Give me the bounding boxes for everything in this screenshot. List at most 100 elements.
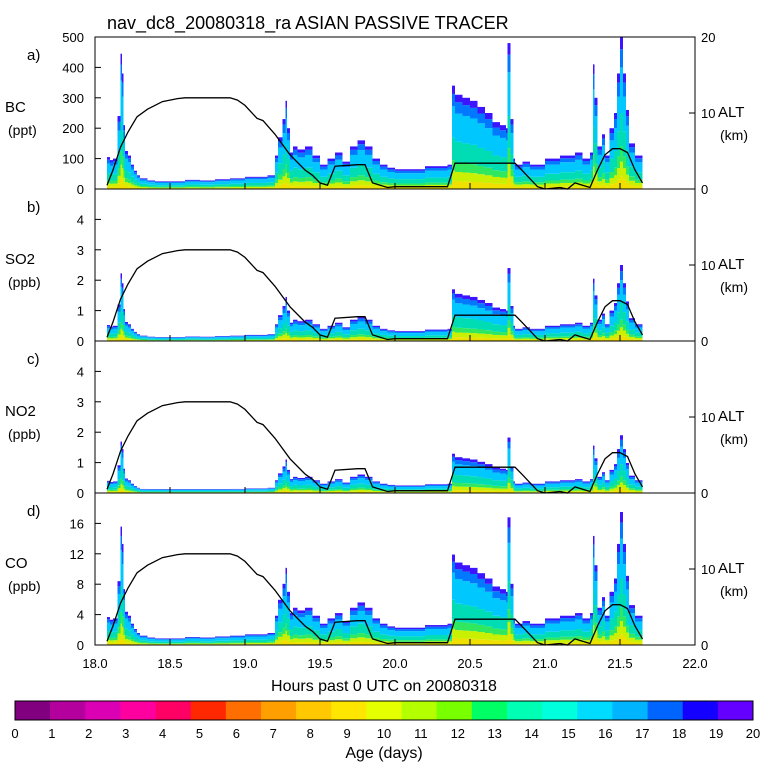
tracer-bar-segment	[287, 481, 290, 487]
tracer-bar-segment	[515, 182, 523, 185]
tracer-bar-segment	[185, 641, 200, 643]
tracer-bar-segment	[267, 187, 275, 189]
tracer-bar-segment	[560, 480, 575, 482]
colorbar-swatch	[190, 701, 227, 720]
tracer-bar-segment	[605, 327, 610, 333]
alt-axis-label: ALT	[718, 560, 744, 577]
tracer-bar-segment	[312, 182, 320, 187]
tracer-bar-segment	[470, 181, 478, 189]
tracer-bar-segment	[560, 162, 575, 173]
tracer-bar-segment	[290, 178, 293, 183]
tracer-bar-segment	[117, 183, 121, 189]
tracer-bar-segment	[320, 641, 328, 644]
tracer-bar-segment	[440, 629, 448, 636]
tracer-bar-segment	[477, 303, 485, 309]
tracer-bar-segment	[522, 163, 530, 168]
tracer-bar-segment	[282, 133, 286, 155]
tracer-bar-segment	[492, 628, 500, 635]
tracer-bar-segment	[455, 141, 463, 163]
tracer-bar-segment	[293, 185, 298, 189]
tracer-bar-segment	[293, 337, 298, 340]
tracer-bar-segment	[120, 64, 122, 81]
tracer-bar-segment	[614, 583, 617, 592]
tracer-bar-segment	[425, 166, 440, 169]
tracer-bar-segment	[123, 335, 125, 339]
tracer-bar-segment	[372, 483, 380, 488]
tracer-bar-segment	[635, 486, 643, 490]
tracer-bar-segment	[507, 320, 511, 328]
tracer-bar-segment	[297, 149, 305, 153]
tracer-bar-segment	[629, 318, 635, 321]
tracer-bar-segment	[582, 325, 590, 328]
tracer-bar-segment	[128, 491, 131, 493]
tracer-bar-segment	[560, 615, 575, 619]
tracer-bar-segment	[629, 176, 635, 181]
tracer-bar-segment	[122, 489, 124, 493]
alt-tick-label: 0	[701, 182, 708, 197]
tracer-bar-segment	[395, 640, 410, 642]
tracer-bar-segment	[357, 318, 365, 322]
tracer-bar-segment	[285, 466, 287, 477]
tracer-bar-segment	[410, 631, 425, 637]
tracer-bar-segment	[350, 146, 358, 150]
tracer-bar-segment	[575, 489, 583, 491]
tracer-bar-segment	[335, 481, 343, 487]
tracer-bar-segment	[470, 333, 478, 338]
tracer-bar-segment	[623, 312, 626, 325]
tracer-bar-segment	[617, 294, 620, 313]
tracer-bar-segment	[626, 116, 629, 126]
tracer-bar-segment	[575, 331, 583, 336]
tracer-bar-segment	[605, 618, 610, 622]
tracer-bar-segment	[137, 492, 140, 493]
tracer-bar-segment	[506, 596, 508, 603]
tracer-bar-segment	[260, 639, 268, 643]
tracer-bar-segment	[267, 490, 275, 492]
panel-unit: (ppb)	[8, 274, 41, 290]
alt-tick-label: 10	[701, 106, 715, 121]
tracer-bar-segment	[278, 483, 283, 488]
tracer-bar-segment	[614, 151, 617, 168]
tracer-bar-segment	[590, 324, 593, 327]
tracer-bar-segment	[530, 164, 545, 167]
tracer-bar-segment	[560, 337, 575, 340]
tracer-bar-segment	[137, 334, 140, 336]
tracer-bar-segment	[609, 635, 614, 641]
tracer-bar-segment	[597, 323, 602, 331]
tracer-bar-segment	[590, 491, 593, 493]
tracer-bar-segment	[485, 113, 493, 120]
y-tick-label: 4	[77, 608, 84, 623]
tracer-bar-segment	[425, 177, 440, 183]
tracer-bar-segment	[593, 89, 595, 127]
tracer-bar-segment	[185, 491, 200, 492]
tracer-bar-segment	[605, 491, 610, 493]
tracer-bar-segment	[617, 96, 620, 132]
tracer-bar-segment	[125, 339, 128, 341]
tracer-bar-segment	[575, 636, 583, 640]
colorbar-tick-label: 16	[598, 726, 612, 741]
tracer-bar-segment	[372, 328, 380, 334]
tracer-bar-segment	[120, 585, 122, 612]
tracer-bar-segment	[510, 183, 514, 189]
tracer-bar-segment	[590, 186, 593, 189]
tracer-bar-segment	[560, 618, 575, 622]
tracer-bar-segment	[387, 167, 395, 170]
tracer-bar-segment	[140, 635, 148, 637]
colorbar-tick-label: 1	[48, 726, 55, 741]
tracer-bar-segment	[170, 186, 185, 188]
tracer-bar-segment	[155, 639, 170, 642]
tracer-bar-segment	[380, 483, 388, 485]
tracer-bar-segment	[410, 643, 425, 645]
tracer-bar-segment	[122, 552, 124, 565]
tracer-bar-segment	[582, 618, 590, 621]
tracer-bar-segment	[278, 474, 283, 478]
tracer-bar-segment	[200, 337, 215, 339]
tracer-bar-segment	[357, 339, 365, 341]
tracer-bar-segment	[452, 331, 455, 337]
tracer-bar-segment	[275, 642, 278, 645]
tracer-bar-segment	[297, 177, 305, 182]
tracer-bar-segment	[125, 158, 128, 170]
tracer-bar-segment	[123, 130, 125, 138]
tracer-bar-segment	[440, 182, 448, 185]
tracer-bar-segment	[590, 629, 593, 637]
